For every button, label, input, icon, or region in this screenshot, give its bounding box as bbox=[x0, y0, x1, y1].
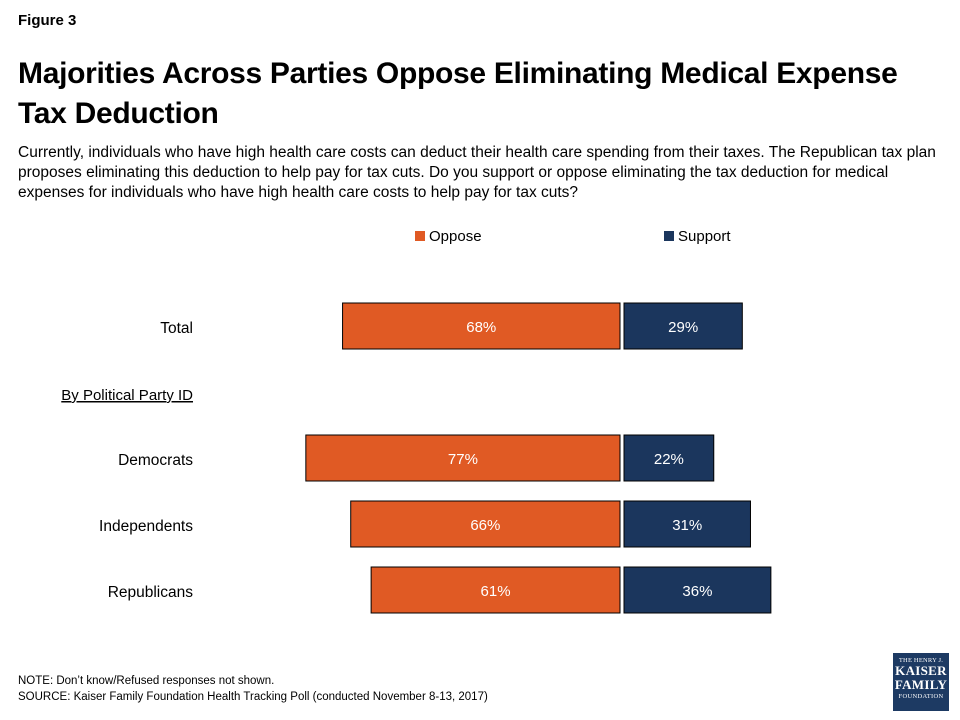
data-label-oppose-independents: 66% bbox=[470, 517, 500, 534]
footer-source: SOURCE: Kaiser Family Foundation Health … bbox=[18, 691, 488, 703]
bar-chart: Oppose Support By Political Party ID Total 6… bbox=[61, 228, 772, 614]
legend-label-oppose: Oppose bbox=[429, 228, 482, 245]
data-label-support-republicans: 36% bbox=[682, 583, 712, 600]
category-label-independents: Independents bbox=[99, 518, 193, 535]
kff-logo: THE HENRY J. KAISER FAMILY FOUNDATION bbox=[893, 653, 949, 711]
logo-line-3: FAMILY bbox=[894, 677, 948, 692]
bar-oppose-independents bbox=[350, 500, 621, 548]
bar-support-republicans bbox=[623, 566, 772, 614]
data-label-oppose-total: 68% bbox=[466, 319, 496, 336]
data-label-support-democrats: 22% bbox=[654, 451, 684, 468]
bar-support-independents bbox=[623, 500, 751, 548]
category-label-democrats: Democrats bbox=[118, 452, 193, 469]
footer-note: NOTE: Don’t know/Refused responses not s… bbox=[18, 675, 275, 687]
footer: NOTE: Don’t know/Refused responses not s… bbox=[18, 673, 488, 705]
bar-support-democrats bbox=[623, 434, 715, 482]
legend-label-support: Support bbox=[678, 228, 731, 245]
chart-title: Majorities Across Parties Oppose Elimina… bbox=[18, 57, 898, 130]
section-label: By Political Party ID bbox=[61, 387, 193, 404]
bar-oppose-republicans bbox=[370, 566, 621, 614]
legend-swatch-support bbox=[664, 231, 674, 241]
chart-subtitle: Currently, individuals who have high hea… bbox=[18, 144, 936, 201]
category-label-total: Total bbox=[160, 320, 193, 337]
logo-line-1: THE HENRY J. bbox=[898, 657, 944, 664]
bar-support-total bbox=[623, 302, 743, 350]
category-label-republicans: Republicans bbox=[108, 584, 194, 601]
figure-label: Figure 3 bbox=[18, 12, 77, 29]
data-label-support-independents: 31% bbox=[672, 517, 702, 534]
data-label-oppose-republicans: 61% bbox=[481, 583, 511, 600]
bar-oppose-total bbox=[342, 302, 621, 350]
legend-swatch-oppose bbox=[415, 231, 425, 241]
logo-line-2: KAISER bbox=[895, 663, 947, 678]
data-label-support-total: 29% bbox=[668, 319, 698, 336]
bar-oppose-democrats bbox=[305, 434, 621, 482]
logo-line-4: FOUNDATION bbox=[898, 693, 944, 700]
data-label-oppose-democrats: 77% bbox=[448, 451, 478, 468]
